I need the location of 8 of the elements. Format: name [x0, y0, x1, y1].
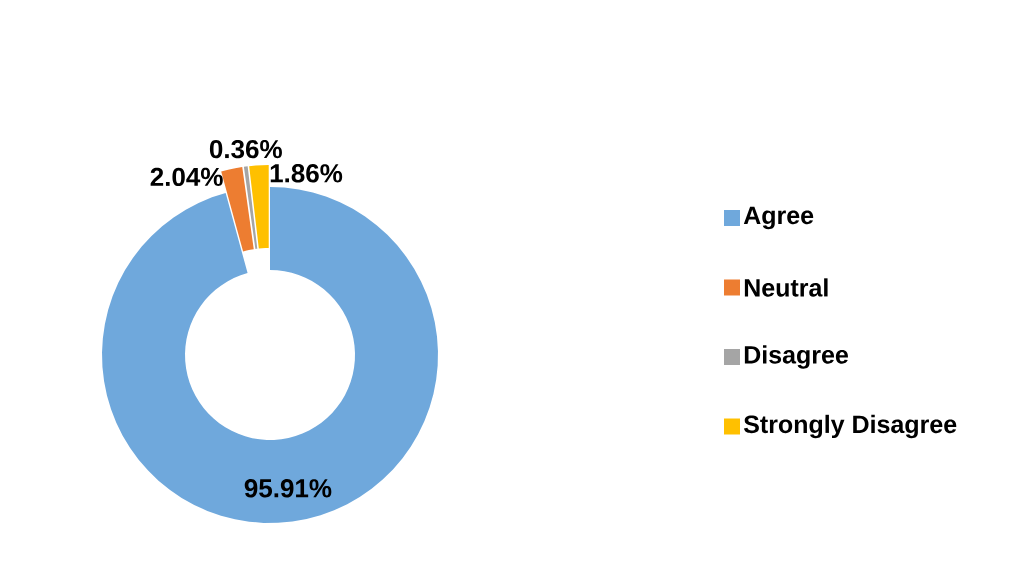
legend-label: Strongly Disagree	[743, 414, 957, 439]
data-label: 0.36%	[209, 139, 282, 159]
legend-label: Disagree	[744, 345, 848, 369]
data-label: 1.86%	[270, 164, 343, 183]
data-label: 95.91%	[244, 479, 332, 498]
legend-label: Agree	[743, 206, 814, 230]
data-label: 2.04%	[150, 167, 223, 187]
legend-label: Neutral	[744, 278, 828, 297]
